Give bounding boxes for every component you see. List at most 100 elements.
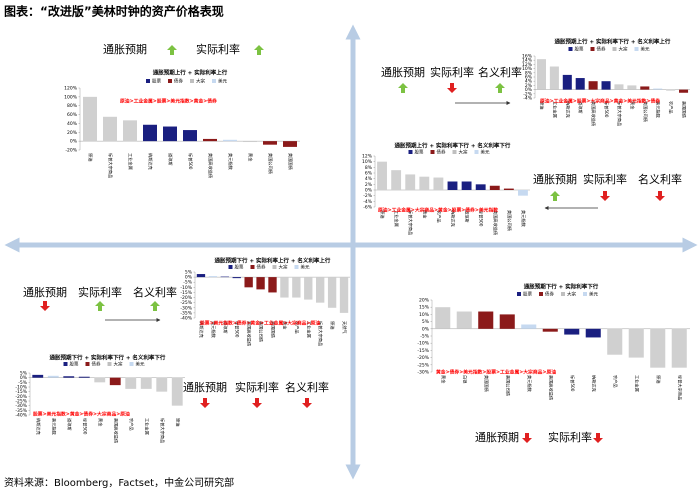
y-tick-label: 16% (522, 54, 533, 60)
bar (628, 328, 644, 358)
legend-label: 债券 (437, 149, 446, 156)
y-tick-label: -30% (180, 305, 192, 311)
indicator-label: 名义利率 (133, 285, 177, 299)
x-tick-label: 农产品 (128, 418, 135, 431)
x-tick-label: 农产品 (612, 375, 619, 388)
legend-swatch (190, 79, 194, 83)
legend-label: 美元 (481, 149, 490, 156)
bar (125, 377, 137, 389)
indicator-label: 通胀预期 (533, 173, 577, 186)
indicator-arrow (40, 301, 50, 311)
y-tick-label: 14% (522, 58, 533, 64)
legend-label: 大宗 (114, 361, 123, 368)
legend-label: 美元 (218, 78, 227, 85)
indicator-label: 实际利率 (548, 430, 592, 444)
bar (171, 377, 183, 406)
bar (32, 374, 44, 378)
legend-swatch (539, 292, 543, 296)
y-tick-label: -10% (180, 285, 192, 291)
bar (601, 81, 611, 90)
legend-swatch (168, 79, 172, 83)
x-tick-label: 原油 (538, 101, 545, 109)
legend-label: 股票 (575, 47, 584, 53)
x-tick-label: 美元指数 (50, 418, 57, 436)
indicator-label: 通胀预期 (381, 66, 425, 79)
y-tick-label: 120% (64, 86, 78, 92)
annotation: 股票>美元指数>黄金>债券>大宗商品>原油 (33, 411, 130, 418)
bar (327, 277, 337, 308)
bar (268, 277, 277, 293)
legend-label: 美元 (301, 264, 310, 271)
indicator-label: 通胀预期 (183, 381, 227, 394)
legend-label: 股票 (70, 362, 79, 368)
x-tick-label: 标普500 (187, 153, 194, 170)
indicator-label: 实际利率 (583, 172, 627, 186)
bar (47, 375, 59, 378)
annotation: 黄金>债券>美元指数>股票>工业金属>大宗商品>原油 (436, 369, 556, 376)
bar (263, 141, 277, 145)
y-tick-label: 4% (365, 176, 373, 182)
x-tick-label: 标普大宗商品 (407, 210, 414, 235)
y-tick-label: -20% (417, 355, 429, 361)
x-tick-label: 黄金 (281, 321, 288, 330)
y-tick-label: -4% (363, 199, 372, 205)
y-tick-label: -15% (180, 290, 192, 296)
legend-swatch (474, 150, 479, 154)
bar (223, 139, 237, 142)
indicator-arrow (600, 191, 610, 201)
legend-swatch (212, 79, 216, 83)
legend-swatch (561, 292, 565, 296)
legend-label: 股票 (415, 150, 424, 156)
bar (435, 307, 451, 329)
indicator-arrow (398, 83, 408, 93)
y-tick-label: 0% (70, 139, 78, 145)
x-tick-label: 美国公司债 (504, 375, 511, 396)
y-tick-label: 100% (64, 94, 78, 100)
chart-title: 通胀预期下行 + 实际利率下行 + 名义利率下行 (50, 354, 166, 362)
y-tick-label: 0% (422, 326, 430, 332)
legend-label: 债券 (92, 361, 101, 368)
x-tick-label: 原油 (329, 321, 336, 329)
x-tick-label: 美元指数 (210, 321, 217, 339)
indicator-label: 实际利率 (430, 65, 474, 79)
x-tick-label: 农产品 (435, 210, 442, 223)
bar (650, 328, 666, 368)
y-tick-label: 12% (522, 62, 533, 68)
x-tick-label: 黄金 (440, 375, 447, 384)
x-tick-label: 黄金 (421, 210, 428, 219)
y-tick-label: -25% (180, 300, 192, 306)
legend-label: 债券 (545, 291, 554, 298)
y-tick-label: 6% (525, 75, 533, 81)
legend-swatch (129, 362, 134, 366)
bar (244, 277, 253, 288)
legend-label: 债券 (174, 78, 183, 85)
chart-title: 通胀预期下行 + 实际利率上行 + 名义利率上行 (215, 257, 331, 265)
y-tick-label: -20% (65, 148, 77, 154)
chart-title: 通胀预期上行 + 实际利率下行 + 名义利率下行 (395, 142, 511, 150)
x-tick-label: 美国公司债 (642, 101, 649, 122)
x-tick-label: 标普500 (603, 101, 610, 118)
legend-swatch (146, 79, 150, 83)
bar (163, 126, 177, 142)
y-tick-label: 40% (67, 121, 78, 127)
bar (499, 314, 515, 329)
legend-swatch (294, 265, 299, 269)
bar (671, 328, 687, 368)
x-tick-label: 美国高收益债 (246, 321, 253, 346)
y-tick-label: -15% (417, 348, 429, 354)
x-tick-label: 标普大宗商品 (159, 418, 166, 443)
legend-swatch (250, 265, 255, 269)
x-tick-label: 道琼斯 (66, 418, 73, 431)
x-tick-label: 原油 (174, 418, 181, 426)
chart-title: 通胀预期上行 + 实际利率下行 + 名义利率上行 (555, 38, 671, 46)
indicator-label: 通胀预期 (103, 43, 147, 56)
bar (339, 277, 349, 313)
legend-swatch (85, 362, 90, 366)
legend-swatch (272, 265, 277, 269)
x-tick-label: 美国高收益债 (207, 153, 214, 178)
legend-label: 债券 (257, 264, 266, 271)
bar (243, 141, 257, 143)
legend-label: 大宗 (279, 264, 288, 271)
x-tick-label: 黄金 (97, 418, 104, 427)
bar (208, 276, 218, 278)
